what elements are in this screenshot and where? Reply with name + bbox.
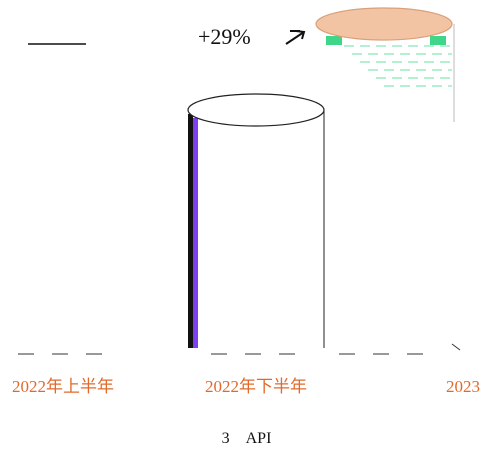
category-label: 2022年上半年 [12,377,114,396]
cylinder-accent [326,36,342,45]
cylinder-foot [451,343,461,351]
category-label: 2022年下半年 [205,377,307,396]
caption-text: API [245,430,272,447]
figure-caption: 3 API [0,430,493,448]
caption-number: 3 [221,430,230,447]
cylinder-chart: 2022年上半年 2022年下半年 2023 +29% [12,7,480,396]
growth-label: +29% [198,24,251,49]
cylinder-top [187,93,325,127]
cylinder-edge [188,114,193,348]
cylinder-accent [430,36,446,45]
cylinder-top [315,7,453,41]
cylinder-edge-accent [193,118,198,348]
arrow-up-icon [285,30,306,45]
category-label: 2023 [446,377,480,396]
